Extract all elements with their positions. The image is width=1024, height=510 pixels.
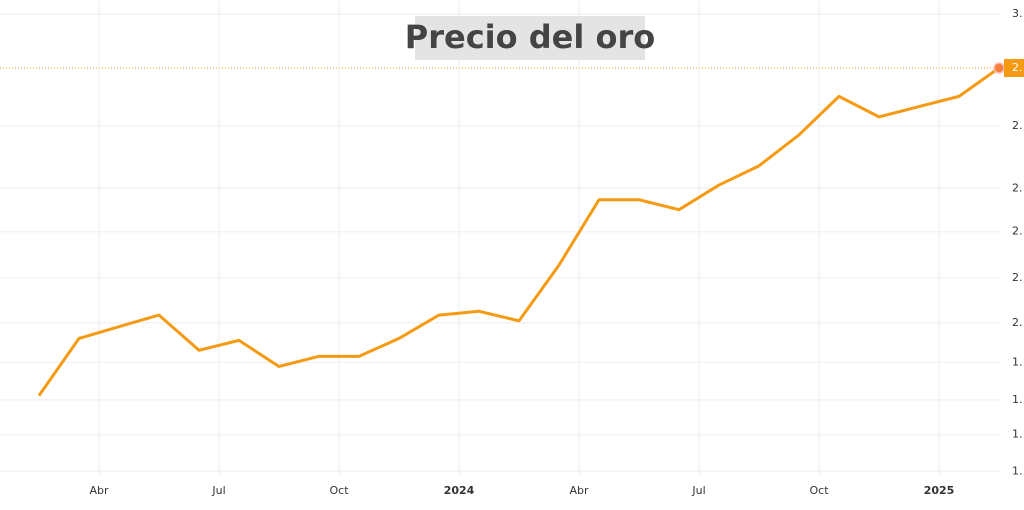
price-tag [1004,59,1024,78]
x-tick-label: Abr [569,484,589,497]
x-tick-label: Oct [809,484,829,497]
x-tick-label: 2025 [924,484,955,497]
y-tick-label: 1. [1012,393,1023,406]
y-tick-label: 2. [1012,271,1023,284]
y-tick-label: 2. [1012,181,1023,194]
y-tick-label: 2. [1012,316,1023,329]
x-tick-label: Jul [691,484,705,497]
y-tick-label: 3. [1012,7,1023,20]
y-tick-label: 1. [1012,428,1023,441]
y-tick-label: 2. [1012,225,1023,238]
y-tick-label: 2. [1012,119,1023,132]
x-tick-label: Abr [89,484,109,497]
y-tick-label: 1. [1012,464,1023,477]
chart-title: Precio del oro [405,18,655,56]
price-line [37,66,1000,397]
x-tick-label: Oct [329,484,349,497]
x-tick-label: Jul [211,484,225,497]
price-tag-label: 2. [1012,61,1023,74]
x-tick-label: 2024 [444,484,475,497]
title-box [415,16,645,60]
y-tick-label: 1. [1012,355,1023,368]
last-point [993,62,1005,74]
